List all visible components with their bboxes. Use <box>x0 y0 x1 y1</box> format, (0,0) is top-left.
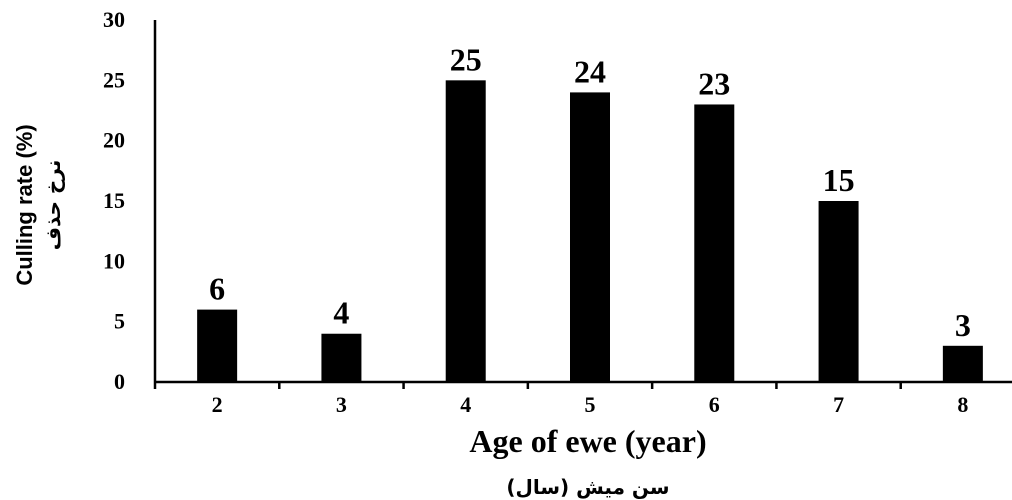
data-label-age-6: 23 <box>698 65 730 101</box>
data-label-age-3: 4 <box>333 295 349 331</box>
x-tick-label-7: 7 <box>833 392 844 417</box>
bar-age-5 <box>570 92 610 383</box>
y-tick-label-20: 20 <box>103 128 125 153</box>
data-label-age-4: 25 <box>450 41 482 77</box>
data-label-age-5: 24 <box>574 53 606 89</box>
x-axis-subtitle: سن میش (سال) <box>506 475 669 499</box>
bar-age-4 <box>445 80 486 382</box>
y-tick-label-10: 10 <box>103 248 125 273</box>
y-axis-title: Culling rate (%) <box>12 124 37 285</box>
y-tick-label-0: 0 <box>114 369 125 394</box>
bar-age-8 <box>942 345 983 382</box>
x-tick-label-2: 2 <box>212 392 223 417</box>
bar-age-6 <box>694 104 735 382</box>
data-label-age-7: 15 <box>823 162 855 198</box>
x-tick-label-8: 8 <box>957 392 968 417</box>
x-tick-label-4: 4 <box>460 392 471 417</box>
y-tick-label-25: 25 <box>103 67 125 92</box>
x-tick-label-6: 6 <box>709 392 720 417</box>
y-tick-label-5: 5 <box>114 309 125 334</box>
y-tick-label-15: 15 <box>103 188 125 213</box>
bar-age-3 <box>321 333 362 382</box>
x-axis-title: Age of ewe (year) <box>469 423 706 459</box>
data-label-age-2: 6 <box>209 271 225 307</box>
data-label-age-8: 3 <box>955 307 971 343</box>
y-tick-label-30: 30 <box>103 7 125 32</box>
bar-age-7 <box>818 201 859 382</box>
x-tick-label-5: 5 <box>585 392 596 417</box>
y-axis-subtitle: نرخ حذف <box>41 160 65 251</box>
x-tick-label-3: 3 <box>336 392 347 417</box>
bar-age-2 <box>197 309 238 382</box>
